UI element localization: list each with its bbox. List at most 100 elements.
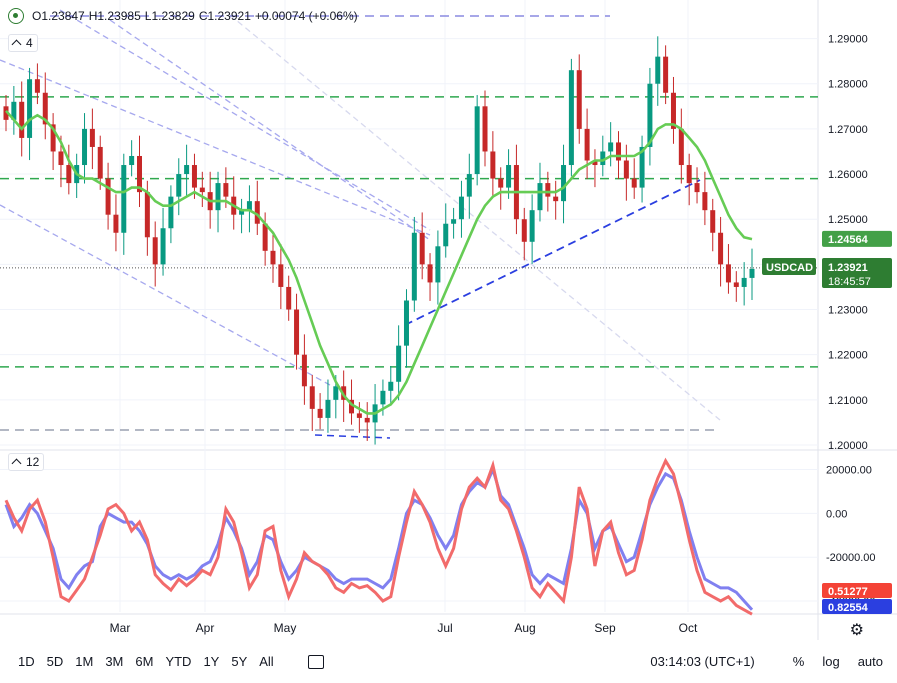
candle-body — [506, 165, 512, 188]
candle-body — [702, 192, 708, 211]
price-tick-label: 1.28000 — [828, 79, 868, 91]
candle-body — [50, 124, 56, 152]
candle-body — [42, 92, 48, 125]
candle-body — [545, 183, 551, 197]
log-toggle[interactable]: log — [822, 654, 840, 669]
candle-body — [105, 178, 111, 215]
candle-body — [309, 386, 315, 409]
month-label: Mar — [110, 621, 131, 635]
last-price-text: 1.23921 — [828, 262, 868, 274]
candle-body — [474, 106, 480, 175]
candle-body — [733, 282, 739, 287]
low-trend-line — [314, 434, 391, 439]
candle-body — [246, 201, 252, 211]
eye-icon[interactable] — [8, 8, 24, 24]
close-value: C1.23921 — [198, 9, 251, 23]
candle-body — [223, 183, 229, 197]
candle-body — [168, 196, 174, 229]
candle-body — [270, 250, 276, 265]
timeframe-3m[interactable]: 3M — [105, 654, 124, 669]
candle-body — [121, 165, 127, 233]
oscillator-blue-line — [4, 465, 754, 611]
timeframe-1y[interactable]: 1Y — [203, 654, 220, 669]
candle-body — [152, 237, 158, 265]
price-tick-label: 1.22000 — [828, 350, 868, 362]
candle-body — [11, 101, 17, 120]
bottom-toolbar: 1D 5D 1M 3M 6M YTD 1Y 5Y All 03:14:03 (UTC+1) % … — [0, 640, 897, 683]
price-tick-label: 1.23000 — [828, 305, 868, 317]
candle-body — [388, 381, 394, 391]
ohlc-legend: O1.23847 H1.23985 L1.23829 C1.23921 +0.0… — [8, 8, 362, 24]
indicator-count-osc: 12 — [26, 455, 40, 469]
percent-toggle[interactable]: % — [792, 654, 805, 669]
candle-body — [490, 151, 496, 179]
candle-body — [655, 56, 661, 84]
candle-body — [749, 268, 755, 278]
channel-line — [109, 19, 431, 241]
candle-body — [568, 70, 574, 166]
timeframe-6m[interactable]: 6M — [135, 654, 154, 669]
candle-body — [443, 223, 449, 247]
auto-toggle[interactable]: auto — [857, 654, 883, 669]
candle-body — [529, 210, 535, 242]
candle-body — [34, 79, 40, 93]
countdown-text: 18:45:57 — [828, 276, 871, 288]
candle-body — [349, 399, 355, 414]
candle-body — [364, 417, 370, 423]
candle-body — [380, 390, 386, 405]
candle-body — [82, 128, 88, 166]
price-tick-label: 1.26000 — [828, 169, 868, 181]
timeframe-5d[interactable]: 5D — [46, 654, 64, 669]
channel-line — [59, 9, 431, 231]
candle-body — [686, 165, 692, 184]
candle-body — [191, 165, 197, 188]
timeframe-1m[interactable]: 1M — [75, 654, 94, 669]
change-value: +0.00074 (+0.06%) — [254, 9, 358, 23]
price-tick-label: 1.27000 — [828, 124, 868, 136]
candle-body — [419, 232, 425, 265]
candle-body — [58, 151, 64, 166]
candle-body — [27, 79, 33, 138]
candle-body — [647, 83, 653, 147]
osc-red-text: 0.51277 — [828, 586, 868, 598]
candle-body — [136, 155, 142, 193]
osc-blue-tag — [822, 599, 892, 614]
candle-body — [718, 232, 724, 265]
ma-price-tag — [822, 230, 892, 247]
symbol-tag — [762, 258, 816, 275]
right-tools: 03:14:03 (UTC+1) % log auto — [650, 654, 883, 669]
indicators-toggle-osc[interactable]: 12 — [8, 453, 45, 471]
timeframe-ytd[interactable]: YTD — [165, 654, 192, 669]
timeframe-all[interactable]: All — [259, 654, 274, 669]
candle-body — [451, 219, 457, 224]
candle-body — [144, 192, 150, 238]
candle-body — [741, 277, 747, 287]
month-label: May — [274, 621, 297, 635]
candle-body — [239, 210, 245, 215]
timeframe-5y[interactable]: 5Y — [231, 654, 248, 669]
candle-body — [576, 70, 582, 129]
indicators-toggle-main[interactable]: 4 — [8, 34, 38, 52]
price-tick-label: 1.25000 — [828, 214, 868, 226]
osc-tick-label: 0.00 — [826, 508, 847, 520]
price-tick-label: 1.20000 — [828, 440, 868, 452]
candle-body — [215, 183, 221, 211]
candle-body — [3, 106, 9, 120]
candle-body — [278, 264, 284, 287]
osc-blue-text: 0.82554 — [828, 602, 869, 614]
candle-body — [600, 151, 606, 166]
candle-body — [333, 386, 339, 400]
clock-readout[interactable]: 03:14:03 (UTC+1) — [650, 654, 755, 669]
candle-body — [262, 223, 268, 251]
timeframe-1d[interactable]: 1D — [18, 654, 35, 669]
candle-body — [608, 142, 614, 152]
month-label: Sep — [594, 621, 616, 635]
candle-body — [396, 345, 402, 382]
gear-icon[interactable]: ⚙ — [849, 622, 864, 639]
osc-tick-label: -20000.00 — [826, 552, 876, 564]
chart-canvas[interactable]: 1.290001.280001.270001.260001.250001.240… — [0, 0, 897, 640]
candle-body — [301, 354, 307, 387]
calendar-range-icon[interactable] — [307, 654, 324, 669]
last-price-tag — [822, 258, 892, 288]
candle-body — [498, 178, 504, 188]
